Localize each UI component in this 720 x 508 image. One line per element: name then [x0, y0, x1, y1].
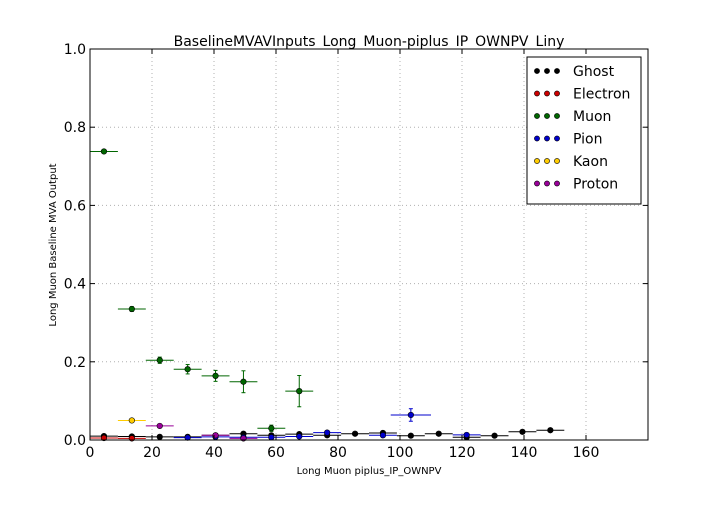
data-point [100, 148, 108, 155]
data-point [240, 378, 247, 385]
series-electron [90, 434, 146, 442]
legend: Ghost Electron Muon Pion Kaon Proton [526, 56, 642, 205]
x-tick-label: 140 [511, 445, 538, 461]
legend-marker [534, 113, 540, 119]
legend-entry: Kaon [534, 154, 608, 170]
x-tick-label: 20 [143, 445, 161, 461]
chart-title: BaselineMVAVInputs_Long_Muon-piplus_IP_O… [174, 34, 565, 50]
plot-frame [89, 48, 649, 441]
data-point [156, 357, 163, 364]
legend-label: Electron [573, 87, 630, 103]
legend-marker [544, 158, 550, 164]
legend-marker [544, 68, 550, 74]
y-tick-label: 0.8 [64, 120, 86, 136]
legend-label: Muon [573, 109, 611, 125]
x-axis-label: Long Muon piplus_IP_OWNPV [297, 466, 442, 477]
data-point [268, 425, 275, 432]
data-point [463, 431, 470, 439]
legend-marker [554, 113, 560, 119]
legend-entry: Ghost [534, 64, 615, 80]
y-tick-label: 0.2 [64, 355, 86, 371]
legend-box [526, 56, 642, 205]
x-tick-label: 120 [449, 445, 476, 461]
legend-label: Kaon [573, 154, 608, 170]
data-point [491, 432, 498, 439]
legend-marker [534, 90, 540, 97]
data-point [379, 432, 387, 439]
data-point [519, 428, 526, 435]
legend-entry: Electron [534, 87, 630, 103]
data-point [184, 366, 191, 373]
legend-marker [544, 113, 550, 119]
data-point [407, 432, 414, 439]
data-point [351, 430, 359, 437]
x-tick-label: 80 [329, 445, 347, 461]
legend-marker [544, 180, 550, 187]
legend-entry: Muon [534, 109, 611, 125]
legend-marker [554, 180, 560, 187]
data-point [407, 411, 414, 419]
series-kaon [117, 417, 146, 424]
x-tick-label: 40 [205, 445, 223, 461]
y-tick-label: 0.0 [64, 433, 86, 449]
legend-marker [534, 135, 540, 142]
data-point [435, 430, 442, 437]
x-tick-label: 160 [573, 445, 600, 461]
data-point [128, 305, 135, 313]
x-tick-label: 60 [267, 445, 285, 461]
legend-marker [554, 158, 560, 164]
legend-marker [554, 90, 560, 97]
legend-label: Proton [573, 177, 618, 193]
data-point [156, 433, 163, 440]
data-point [296, 388, 303, 395]
data-point [547, 427, 554, 434]
data-point [268, 434, 275, 441]
y-axis-label: Long Muon Baseline MVA Output [48, 163, 59, 326]
legend-entry: Pion [534, 132, 602, 148]
y-tick-label: 0.6 [64, 198, 86, 214]
axis-ticks: 0 20 40 60 80 100 120 140 160 0.0 0.2 0.4 0.6 0.8 1.0 [64, 42, 648, 461]
legend-marker [534, 180, 540, 187]
legend-label: Pion [573, 132, 602, 148]
data-point [296, 433, 303, 440]
data-marks [90, 148, 565, 442]
data-point [212, 372, 219, 379]
data-point [100, 434, 108, 442]
data-point [128, 417, 135, 424]
data-point [324, 429, 331, 436]
legend-marker [544, 135, 550, 142]
legend-marker [534, 68, 540, 74]
legend-entry: Proton [534, 177, 618, 193]
x-tick-label: 0 [86, 445, 95, 461]
y-tick-label: 0.4 [64, 277, 86, 293]
x-tick-label: 100 [387, 445, 414, 461]
legend-marker [544, 90, 550, 97]
series-muon [90, 148, 314, 432]
legend-marker [534, 158, 540, 164]
y-tick-label: 1.0 [64, 42, 86, 58]
legend-marker [554, 68, 560, 74]
legend-label: Ghost [573, 64, 615, 80]
legend-marker [554, 135, 560, 142]
data-point [156, 422, 163, 430]
